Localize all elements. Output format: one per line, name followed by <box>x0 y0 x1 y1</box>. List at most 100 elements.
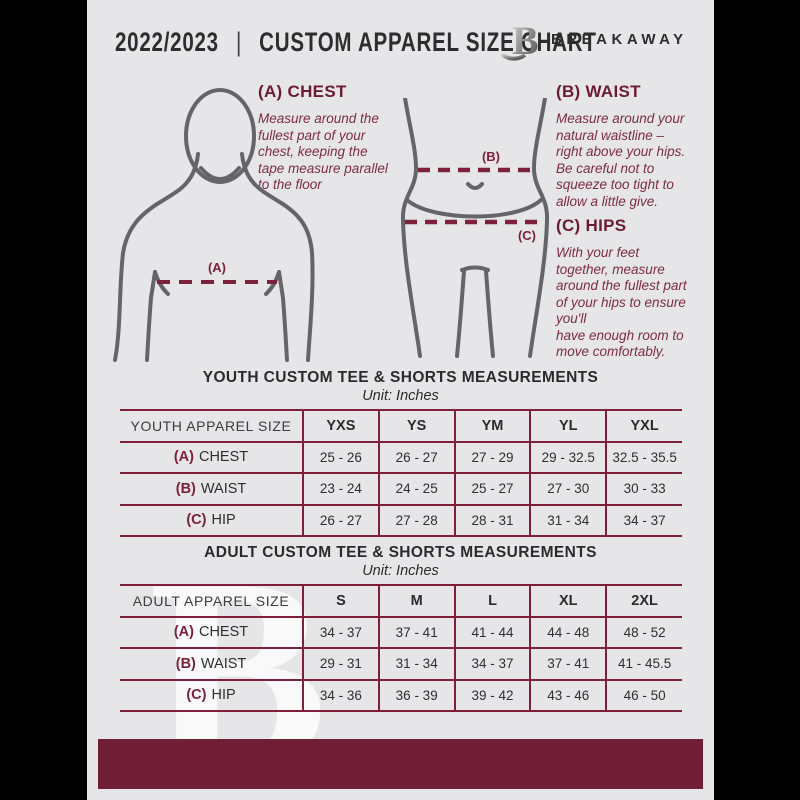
adult-waist-l: 34 - 37 <box>453 648 531 680</box>
youth-hip-yl: 31 - 34 <box>529 504 607 536</box>
adult-waist-m: 31 - 34 <box>377 648 455 680</box>
adult-chest-key: (A) <box>173 624 194 641</box>
hips-diagram-label: (C) <box>518 228 536 243</box>
youth-hip-yxl: 34 - 37 <box>605 504 682 536</box>
youth-size-ym: YM <box>453 410 531 442</box>
youth-size-yxs: YXS <box>302 410 379 442</box>
youth-size-yl: YL <box>529 410 607 442</box>
instruction-chest-body: Measure around the fullest part of your … <box>258 111 388 192</box>
youth-hip-yxs: 26 - 27 <box>302 504 379 536</box>
right-chest-side-line <box>277 270 289 362</box>
lower-body-diagram: (B) (C) <box>400 98 550 358</box>
youth-waist-text: WAIST <box>200 480 247 497</box>
right-shoulder-arm-outline <box>240 152 315 362</box>
youth-table-unit: Unit: Inches <box>362 388 439 404</box>
navel-mark <box>466 182 484 190</box>
left-shoulder-arm-outline <box>113 152 200 362</box>
footer-bar <box>98 739 703 789</box>
adult-chest-m: 37 - 41 <box>377 616 455 648</box>
youth-size-yxl: YXL <box>605 410 682 442</box>
youth-table-title: YOUTH CUSTOM TEE & SHORTS MEASUREMENTS <box>202 369 599 386</box>
youth-chest-text: CHEST <box>198 449 249 466</box>
youth-waist-ym: 25 - 27 <box>453 473 531 505</box>
waist-diagram-label: (B) <box>482 149 500 164</box>
youth-hip-ys: 27 - 28 <box>377 504 455 536</box>
left-armpit-notch <box>153 270 170 296</box>
adult-hip-m: 36 - 39 <box>377 679 455 711</box>
adult-hip-label: (C) HIP <box>120 680 303 712</box>
adult-size-column-label: ADULT APPAREL SIZE <box>132 592 290 609</box>
youth-chest-ym: 27 - 29 <box>453 441 531 473</box>
chin-outline <box>199 166 241 181</box>
content-layer: 2022/2023 | CUSTOM APPAREL SIZE CHART B <box>87 0 714 800</box>
adult-hip-xl: 43 - 46 <box>529 679 607 711</box>
adult-chest-s: 34 - 37 <box>302 616 379 648</box>
instruction-chest: (A) CHEST Measure around the fullest par… <box>258 82 408 194</box>
youth-hip-key: (C) <box>186 512 207 529</box>
adult-chest-2xl: 48 - 52 <box>605 616 682 648</box>
adult-chest-text: CHEST <box>198 624 249 641</box>
header-title-row: 2022/2023 | CUSTOM APPAREL SIZE CHART <box>115 27 597 58</box>
youth-chest-yxs: 25 - 26 <box>302 441 379 473</box>
youth-chest-yxl: 32.5 - 35.5 <box>605 441 682 473</box>
instruction-chest-heading: (A) CHEST <box>258 82 347 101</box>
adult-chest-row: (A) CHEST 34 - 37 37 - 41 41 - 44 44 - 48… <box>120 616 682 648</box>
chest-diagram-label: (A) <box>208 260 226 275</box>
adult-header-row: ADULT APPAREL SIZE S M L XL 2XL <box>120 585 682 617</box>
page-title: CUSTOM APPAREL SIZE CHART <box>259 27 597 57</box>
title-divider: | <box>235 27 243 57</box>
youth-waist-yxl: 30 - 33 <box>605 473 682 505</box>
adult-hip-l: 39 - 42 <box>453 679 531 711</box>
youth-hip-label: (C) HIP <box>120 505 303 537</box>
right-inner-thigh-line <box>484 269 495 358</box>
hip-crease-curve <box>405 198 543 219</box>
instruction-waist: (B) WAIST Measure around your natural wa… <box>556 82 714 210</box>
youth-header-row: YOUTH APPAREL SIZE YXS YS YM YL YXL <box>120 410 682 442</box>
instruction-waist-body: Measure around your natural waistline – … <box>556 111 686 209</box>
instruction-hips: (C) HIPS With your feet together, measur… <box>556 216 714 361</box>
brand-name: BREAKAWAY <box>551 30 688 48</box>
youth-waist-yxs: 23 - 24 <box>302 473 379 505</box>
adult-waist-text: WAIST <box>200 655 247 672</box>
left-hip-outline <box>400 98 422 358</box>
adult-table-title: ADULT CUSTOM TEE & SHORTS MEASUREMENTS <box>204 544 597 561</box>
right-armpit-notch <box>264 270 281 296</box>
youth-waist-label: (B) WAIST <box>120 473 303 505</box>
head-outline <box>184 88 256 184</box>
adult-size-2xl: 2XL <box>605 585 682 617</box>
youth-chest-row: (A) CHEST 25 - 26 26 - 27 27 - 29 29 - 32… <box>120 441 682 474</box>
adult-waist-xl: 37 - 41 <box>529 648 607 680</box>
adult-waist-label: (B) WAIST <box>120 648 303 680</box>
breakaway-logo-icon: B <box>500 18 539 62</box>
adult-hip-2xl: 46 - 50 <box>605 679 682 711</box>
youth-chest-yl: 29 - 32.5 <box>529 441 607 473</box>
adult-size-s: S <box>302 585 379 617</box>
youth-size-table: YOUTH APPAREL SIZE YXS YS YM YL YXL (A) C… <box>120 409 682 537</box>
left-chest-side-line <box>145 270 157 362</box>
left-inner-thigh-line <box>455 269 466 358</box>
adult-size-m: M <box>377 585 455 617</box>
youth-hip-text: HIP <box>211 512 236 529</box>
upper-body-diagram: (A) <box>113 88 315 362</box>
adult-hip-text: HIP <box>211 687 236 704</box>
size-chart-page: B 2022/2023 | CUSTOM APPAREL SIZE CHART <box>87 0 714 800</box>
instruction-waist-heading: (B) WAIST <box>556 82 641 101</box>
crotch-curve <box>460 265 490 272</box>
adult-size-table: ADULT APPAREL SIZE S M L XL 2XL (A) CHEST… <box>120 584 682 712</box>
youth-size-column-label: YOUTH APPAREL SIZE <box>130 417 292 434</box>
adult-waist-key: (B) <box>175 655 196 672</box>
season-label: 2022/2023 <box>115 27 219 57</box>
youth-chest-label: (A) CHEST <box>120 442 303 474</box>
adult-chest-l: 41 - 44 <box>453 616 531 648</box>
instruction-hips-body: With your feet together, measure around … <box>556 245 687 359</box>
adult-waist-s: 29 - 31 <box>302 648 379 680</box>
adult-waist-row: (B) WAIST 29 - 31 31 - 34 34 - 37 37 - 41… <box>120 648 682 680</box>
adult-chest-xl: 44 - 48 <box>529 616 607 648</box>
adult-hip-key: (C) <box>186 687 207 704</box>
adult-waist-2xl: 41 - 45.5 <box>605 648 682 680</box>
youth-chest-ys: 26 - 27 <box>377 441 455 473</box>
youth-hip-ym: 28 - 31 <box>453 504 531 536</box>
adult-size-l: L <box>453 585 531 617</box>
youth-waist-row: (B) WAIST 23 - 24 24 - 25 25 - 27 27 - 30… <box>120 473 682 505</box>
